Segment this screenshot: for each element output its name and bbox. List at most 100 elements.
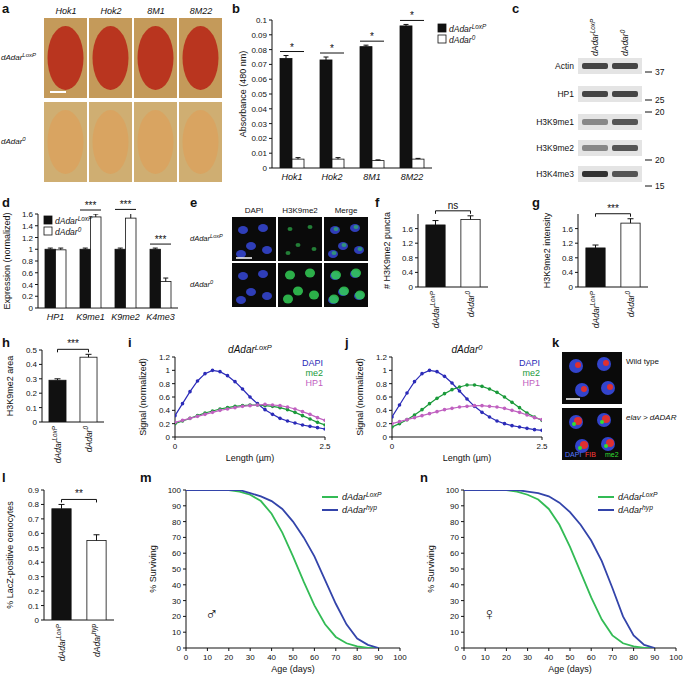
panel-n: 0102030405060708090100% Survivingn010203… — [420, 470, 683, 674]
marks — [49, 354, 97, 422]
y-tick-label: 0.06 — [251, 75, 267, 84]
legend-swatch — [44, 216, 52, 224]
y-tick — [461, 584, 464, 585]
x-tick-label: K9me1 — [76, 312, 105, 322]
y-tick — [41, 533, 44, 534]
y-tick-label: 50 — [172, 565, 181, 574]
y-axis-label: H3K9me2 area — [5, 356, 15, 417]
error-line — [130, 214, 131, 218]
y-tick-label: 40 — [172, 581, 181, 590]
blot-band — [582, 119, 608, 125]
point — [308, 413, 312, 417]
x-tick-label: 0 — [462, 653, 467, 662]
h3k9me2-signal — [355, 291, 365, 300]
significance: *** — [67, 338, 79, 349]
y-tick — [183, 569, 186, 570]
point — [405, 418, 409, 422]
point — [248, 395, 252, 399]
micrograph — [232, 217, 276, 261]
nucleus — [597, 357, 611, 371]
label-base: dAdar — [92, 633, 102, 657]
y-tick — [415, 243, 418, 244]
marks — [586, 219, 640, 287]
column-label: 8M1 — [147, 6, 165, 16]
y-tick-label: 0 — [569, 283, 574, 292]
point — [420, 408, 424, 412]
y-tick — [41, 591, 44, 592]
label-base: dAdar — [342, 492, 367, 502]
nucleus — [238, 226, 248, 234]
x-tick-label: 100 — [669, 653, 683, 662]
blot-strip — [578, 58, 642, 74]
x-tick-label: 50 — [289, 653, 298, 662]
legend-line — [322, 509, 338, 511]
label-sup: hyp — [90, 624, 98, 635]
column-label: Hok1 — [55, 6, 76, 16]
h3k9me2-signal — [331, 271, 341, 280]
point — [316, 416, 320, 420]
error-line — [61, 504, 62, 508]
panel-label: k — [552, 335, 560, 350]
label-base: dAdar — [591, 304, 601, 328]
error-cap — [153, 248, 158, 249]
y-tick-label: 0.2 — [22, 292, 34, 301]
channel-label: FIB — [585, 451, 596, 458]
point — [218, 409, 222, 413]
point — [392, 422, 394, 426]
error-bar — [93, 214, 98, 217]
x-tick — [400, 648, 401, 651]
panel-label: i — [128, 335, 132, 350]
error-cap — [593, 245, 599, 246]
y-tick-label: 30 — [450, 597, 459, 606]
bar — [360, 47, 372, 168]
x-tick-label: Hok1 — [281, 172, 302, 182]
y-tick-label: 0.02 — [251, 134, 267, 143]
significance: *** — [155, 234, 167, 245]
point — [488, 387, 492, 391]
y-tick — [35, 272, 38, 273]
y-tick — [39, 364, 42, 365]
legend-label: dAdarLoxP — [342, 491, 382, 503]
label-sup: 0 — [210, 279, 214, 285]
blot-strip — [578, 140, 642, 156]
x-tick-label: 70 — [331, 653, 340, 662]
h3k9me2-signal — [334, 227, 339, 231]
y-tick — [415, 287, 418, 288]
point — [263, 408, 267, 412]
label-base: dAdar — [57, 637, 67, 661]
y-tick — [183, 537, 186, 538]
point — [428, 369, 432, 373]
line — [464, 490, 655, 648]
eye-photo — [134, 102, 177, 182]
bar — [320, 60, 332, 168]
x-tick-label: dAdar0 — [464, 291, 476, 318]
point — [533, 428, 537, 432]
x-tick — [612, 648, 613, 651]
panel-label: b — [232, 1, 240, 16]
error-cap — [284, 55, 289, 56]
x-tick-label: 50 — [566, 653, 575, 662]
legend-label: dAdarhyp — [342, 504, 377, 516]
blot-band — [582, 171, 608, 177]
x-tick — [542, 437, 543, 440]
micrograph — [562, 408, 622, 460]
y-tick — [41, 504, 44, 505]
significance: * — [290, 42, 294, 53]
y-tick-label: 70 — [172, 533, 181, 542]
y-tick-label: 0.1 — [256, 16, 268, 25]
y-tick-label: 0.4 — [159, 406, 171, 415]
x-tick — [527, 648, 528, 651]
y-tick — [461, 490, 464, 491]
marks — [52, 504, 106, 620]
point — [233, 380, 237, 384]
y-tick — [575, 287, 578, 288]
legend-swatch — [438, 35, 446, 43]
y-tick-label: 0.9 — [28, 486, 40, 495]
y-tick-label: 0 — [33, 418, 38, 427]
error-bar — [433, 221, 439, 225]
eye-photo — [44, 102, 87, 182]
error-cap — [59, 504, 65, 505]
point — [428, 402, 432, 406]
x-tick — [271, 648, 272, 651]
column-label: dAdarLoxP — [589, 18, 601, 56]
